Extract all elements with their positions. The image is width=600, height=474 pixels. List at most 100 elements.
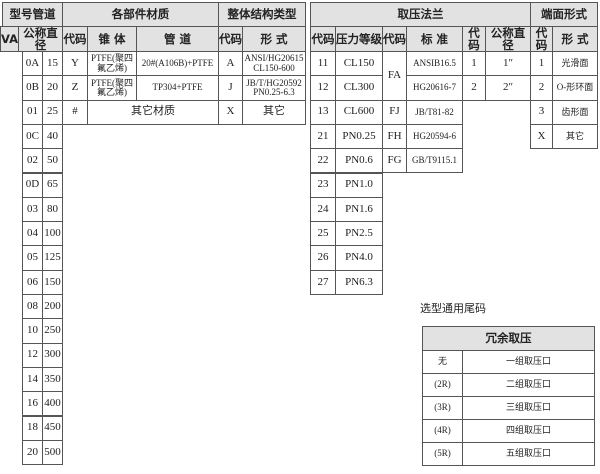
suffix-code-cell: (4R) (422, 419, 463, 443)
pressure-code-cell: 11 (310, 51, 336, 77)
end-face-code-cell: X (530, 123, 553, 150)
material-code-cell: Z (62, 75, 88, 101)
pipe-code-cell: 10 (22, 318, 43, 344)
suffix-desc-cell: 二组取压口 (462, 373, 595, 397)
tap-size-code-cell: 1 (462, 51, 486, 77)
pipe-diameter-cell: 200 (42, 294, 63, 320)
end-face-form-cell: O-形环面 (552, 75, 598, 101)
structure-code-cell: X (218, 99, 243, 125)
material-code-cell: # (62, 99, 88, 125)
standard-code-cell: FH (382, 123, 407, 150)
subheader-standard-code: 代码 (382, 26, 407, 52)
pipe-diameter-cell: 100 (42, 221, 63, 247)
standard-name-cell: GB/T9115.1 (406, 148, 463, 174)
pipe-diameter-cell: 500 (42, 439, 63, 466)
standard-code-cell: FG (382, 148, 407, 174)
pressure-code-cell: 27 (310, 269, 336, 295)
standard-code-cell: FJ (382, 99, 407, 125)
pipe-diameter-cell: 150 (42, 269, 63, 295)
pressure-code-cell: 22 (310, 148, 336, 174)
pipe-diameter-cell: 15 (42, 51, 63, 77)
pressure-class-cell: PN0.25 (335, 123, 383, 150)
subheader-va: VA (0, 26, 19, 52)
pipe-diameter-cell: 40 (42, 123, 63, 150)
pressure-code-cell: 23 (310, 172, 336, 198)
end-face-form-cell: 光滑面 (552, 51, 598, 77)
pressure-class-cell: PN4.0 (335, 245, 383, 271)
subheader-face-form: 形 式 (552, 26, 598, 52)
standard-name-cell: ANSIB16.5 (406, 51, 463, 77)
subheader-pressure-code: 代码 (310, 26, 336, 52)
pressure-code-cell: 21 (310, 123, 336, 150)
material-other-cell: 其它材质 (87, 99, 219, 125)
end-face-code-cell: 3 (530, 99, 553, 125)
end-face-code-cell: 1 (530, 51, 553, 77)
suffix-code-cell: (2R) (422, 373, 463, 397)
pipe-code-cell: 06 (22, 269, 43, 295)
standard-name-cell: HG20594-6 (406, 123, 463, 150)
structure-code-cell: A (218, 51, 243, 77)
suffix-code-cell: 无 (422, 350, 463, 374)
pressure-code-cell: 25 (310, 221, 336, 247)
subheader-cone: 锥 体 (87, 26, 137, 52)
pressure-class-cell: CL600 (335, 99, 383, 125)
pressure-code-cell: 24 (310, 196, 336, 223)
end-face-form-cell: 齿形面 (552, 99, 598, 125)
pipe-code-cell: 0D (22, 172, 43, 198)
pipe-diameter-cell: 350 (42, 366, 63, 393)
structure-code-cell: J (218, 75, 243, 101)
suffix-code-cell: (5R) (422, 442, 463, 466)
subheader-struct-form: 形 式 (242, 26, 306, 52)
pressure-class-cell: PN1.6 (335, 196, 383, 223)
pipe-code-cell: 16 (22, 391, 43, 417)
pipe-code-cell: 03 (22, 196, 43, 223)
pipe-code-cell: 14 (22, 366, 43, 393)
tap-size-nominal-cell: 1″ (485, 51, 531, 77)
tap-size-nominal-cell: 2″ (485, 75, 531, 101)
pressure-code-cell: 26 (310, 245, 336, 271)
subheader-mat-code: 代码 (62, 26, 88, 52)
pipe-diameter-cell: 400 (42, 391, 63, 417)
pressure-code-cell: 13 (310, 99, 336, 125)
pipe-code-cell: 0B (22, 75, 43, 101)
pipe-diameter-cell: 250 (42, 318, 63, 344)
pipe-code-cell: 20 (22, 439, 43, 466)
pressure-class-cell: PN6.3 (335, 269, 383, 295)
subheader-face-code: 代码 (530, 26, 553, 52)
subheader-standard: 标 准 (406, 26, 463, 52)
suffix-desc-cell: 三组取压口 (462, 396, 595, 420)
subheader-pressure-class: 压力等级 (335, 26, 383, 52)
pipe-code-cell: 0C (22, 123, 43, 150)
material-pipe-cell: TP304+PTFE (136, 75, 219, 101)
subheader-pipe: 管 道 (136, 26, 219, 52)
standard-name-cell: HG20616-7 (406, 75, 463, 101)
pressure-class-cell: CL150 (335, 51, 383, 77)
pipe-code-cell: 08 (22, 294, 43, 320)
suffix-title: 选型通用尾码 (420, 302, 486, 315)
pressure-code-cell: 12 (310, 75, 336, 101)
pipe-diameter-cell: 20 (42, 75, 63, 101)
suffix-desc-cell: 一组取压口 (462, 350, 595, 374)
pipe-code-cell: 0A (22, 51, 43, 77)
pipe-code-cell: 05 (22, 245, 43, 271)
material-pipe-cell: 20#(A106B)+PTFE (136, 51, 219, 77)
structure-form-cell: JB/T/HG20592 PN0.25-6.3 (242, 75, 306, 101)
suffix-header: 冗余取压 (422, 326, 595, 351)
header-flange: 取压法兰 (310, 2, 531, 27)
pressure-class-cell: PN0.6 (335, 148, 383, 174)
subheader-struct-code: 代码 (218, 26, 243, 52)
suffix-desc-cell: 五组取压口 (462, 442, 595, 466)
pipe-diameter-cell: 125 (42, 245, 63, 271)
structure-form-cell: 其它 (242, 99, 306, 125)
subheader-nominal-diameter: 公称直径 (18, 26, 63, 52)
material-cone-cell: PTFE(聚四氟乙烯) (87, 75, 137, 101)
pipe-diameter-cell: 25 (42, 99, 63, 125)
pipe-diameter-cell: 50 (42, 148, 63, 174)
suffix-code-cell: (3R) (422, 396, 463, 420)
pipe-code-cell: 02 (22, 148, 43, 174)
end-face-form-cell: 其它 (552, 123, 598, 150)
suffix-desc-cell: 四组取压口 (462, 419, 595, 443)
tap-size-code-cell: 2 (462, 75, 486, 101)
subheader-size-nominal: 公称直径 (485, 26, 531, 52)
standard-name-cell: JB/T81-82 (406, 99, 463, 125)
